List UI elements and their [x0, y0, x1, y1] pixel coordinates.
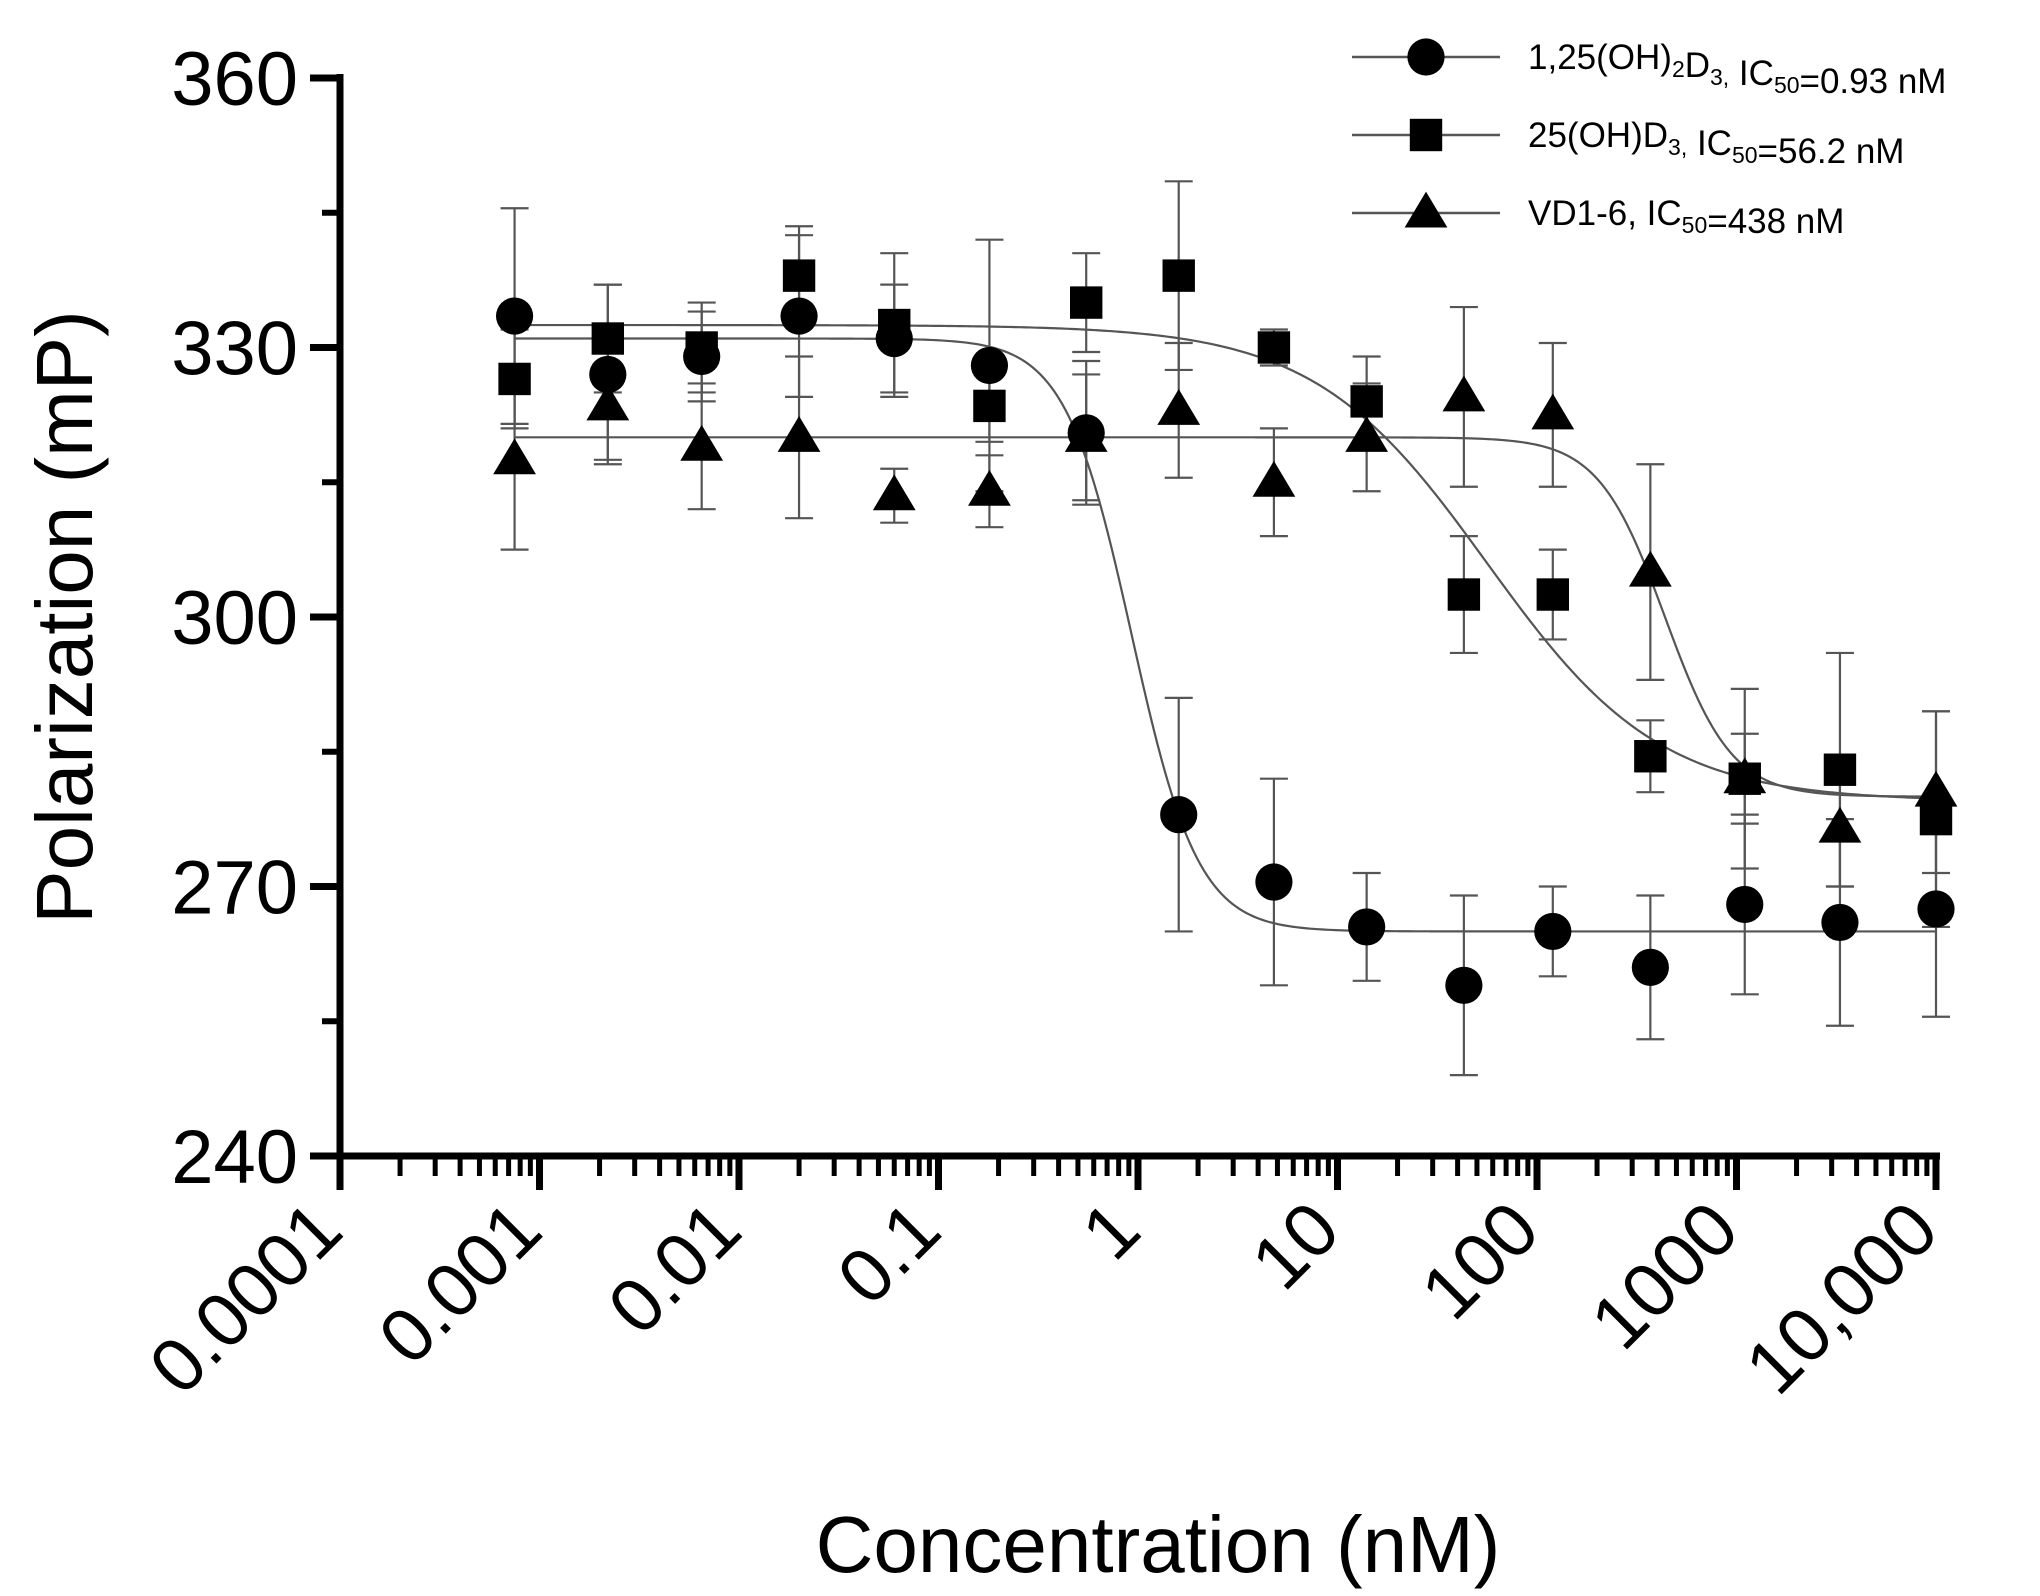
data-point-circle	[1631, 948, 1669, 986]
data-point-triangle	[1345, 415, 1389, 452]
data-point-square	[591, 322, 625, 355]
fit-curves	[514, 323, 1937, 933]
fit-curve-circle	[514, 337, 1936, 933]
x-tick-label: 0.1	[822, 1186, 957, 1321]
legend-text-part: 25(OH)D	[1528, 116, 1668, 155]
x-tick-label: 0.0001	[134, 1186, 358, 1410]
data-point-circle	[1255, 863, 1293, 901]
data-point-circle	[495, 297, 534, 335]
data-point-square	[878, 308, 911, 342]
y-tick-label: 300	[171, 576, 298, 661]
legend-subscript: 3,	[1710, 64, 1729, 90]
data-markers	[493, 259, 1958, 1004]
data-point-circle	[970, 346, 1009, 385]
fit-curve-square	[514, 323, 1937, 800]
error-bars	[500, 180, 1950, 1077]
legend-text-part: D	[1685, 46, 1710, 85]
data-point-square	[1257, 331, 1291, 364]
data-point-circle	[1821, 903, 1859, 942]
legend-entry: 25(OH)D3, IC50=56.2 nM	[1352, 116, 1904, 171]
data-point-triangle	[1157, 388, 1201, 425]
legend-text-part: VD1-6, IC	[1528, 194, 1682, 233]
data-point-triangle	[1531, 393, 1575, 430]
legend-text-part: IC	[1687, 124, 1732, 163]
data-point-triangle	[680, 424, 724, 461]
y-tick-label: 330	[171, 307, 298, 392]
data-point-triangle	[968, 469, 1011, 506]
x-tick-label: 1000	[1575, 1186, 1755, 1366]
y-axis-title: Polarization (mP)	[20, 310, 109, 924]
legend-marker-square	[1409, 118, 1443, 152]
data-point-triangle	[1914, 770, 1958, 807]
data-point-circle	[1160, 796, 1198, 834]
legend-subscript: 50	[1774, 72, 1800, 98]
data-point-triangle	[1442, 375, 1486, 412]
data-point-circle	[1348, 908, 1386, 946]
data-point-square	[1070, 286, 1103, 319]
data-point-square	[1919, 802, 1953, 836]
x-tick-label: 10	[1236, 1186, 1356, 1306]
data-point-square	[1350, 385, 1383, 418]
data-point-square	[782, 259, 816, 292]
data-point-triangle	[777, 415, 821, 452]
legend-entry: VD1-6, IC50=438 nM	[1352, 191, 1844, 241]
data-point-square	[973, 389, 1006, 423]
data-point-triangle	[872, 474, 916, 511]
data-point-circle	[780, 297, 818, 335]
data-point-triangle	[1723, 757, 1767, 794]
data-point-circle	[1445, 966, 1483, 1004]
legend-subscript: 3,	[1668, 134, 1687, 160]
data-point-triangle	[1818, 806, 1862, 843]
legend-text-part: =56.2 nM	[1758, 132, 1905, 171]
legend-subscript: 50	[1732, 142, 1758, 168]
data-point-square	[1823, 753, 1857, 786]
legend-text-part: =438 nM	[1707, 202, 1844, 241]
x-tick-label: 100	[1405, 1186, 1555, 1336]
x-tick-label: 1	[1066, 1186, 1156, 1276]
data-point-square	[1447, 578, 1481, 611]
y-tick-label: 360	[171, 37, 298, 122]
legend-subscript: 50	[1682, 212, 1708, 238]
data-point-square	[1162, 259, 1195, 292]
data-point-square	[685, 331, 718, 364]
data-point-triangle	[493, 438, 536, 475]
legend-text-part: IC	[1729, 54, 1774, 93]
data-point-triangle	[1628, 550, 1672, 587]
x-axis-title: Concentration (nM)	[816, 1500, 1501, 1589]
x-tick-label: 10,000	[1730, 1186, 1954, 1410]
y-tick-label: 240	[171, 1115, 298, 1200]
legend-marker-circle	[1407, 38, 1445, 76]
legend-entry: 1,25(OH)2D3, IC50=0.93 nM	[1352, 38, 1946, 101]
legend-text-part: =0.93 nM	[1800, 62, 1947, 101]
legend-label: 25(OH)D3, IC50=56.2 nM	[1528, 116, 1904, 171]
fit-curve-triangle	[514, 436, 1937, 798]
legend-subscript: 2	[1672, 56, 1685, 82]
data-point-square	[1536, 578, 1569, 611]
legend-label: 1,25(OH)2D3, IC50=0.93 nM	[1528, 38, 1946, 101]
legend-text-part: 1,25(OH)	[1528, 38, 1672, 77]
data-point-triangle	[1064, 415, 1108, 452]
data-point-square	[1634, 740, 1667, 773]
data-point-triangle	[586, 384, 630, 421]
data-point-circle	[1917, 890, 1955, 928]
x-tick-label: 0.01	[592, 1186, 757, 1351]
data-point-triangle	[1252, 460, 1296, 497]
data-point-circle	[589, 355, 627, 394]
y-tick-label: 270	[171, 846, 298, 931]
data-point-circle	[1726, 885, 1764, 924]
legend-marker-triangle	[1404, 191, 1448, 228]
x-tick-label: 0.001	[363, 1186, 558, 1381]
data-point-circle	[1534, 912, 1572, 951]
data-point-square	[498, 362, 531, 396]
legend-label: VD1-6, IC50=438 nM	[1528, 194, 1844, 241]
